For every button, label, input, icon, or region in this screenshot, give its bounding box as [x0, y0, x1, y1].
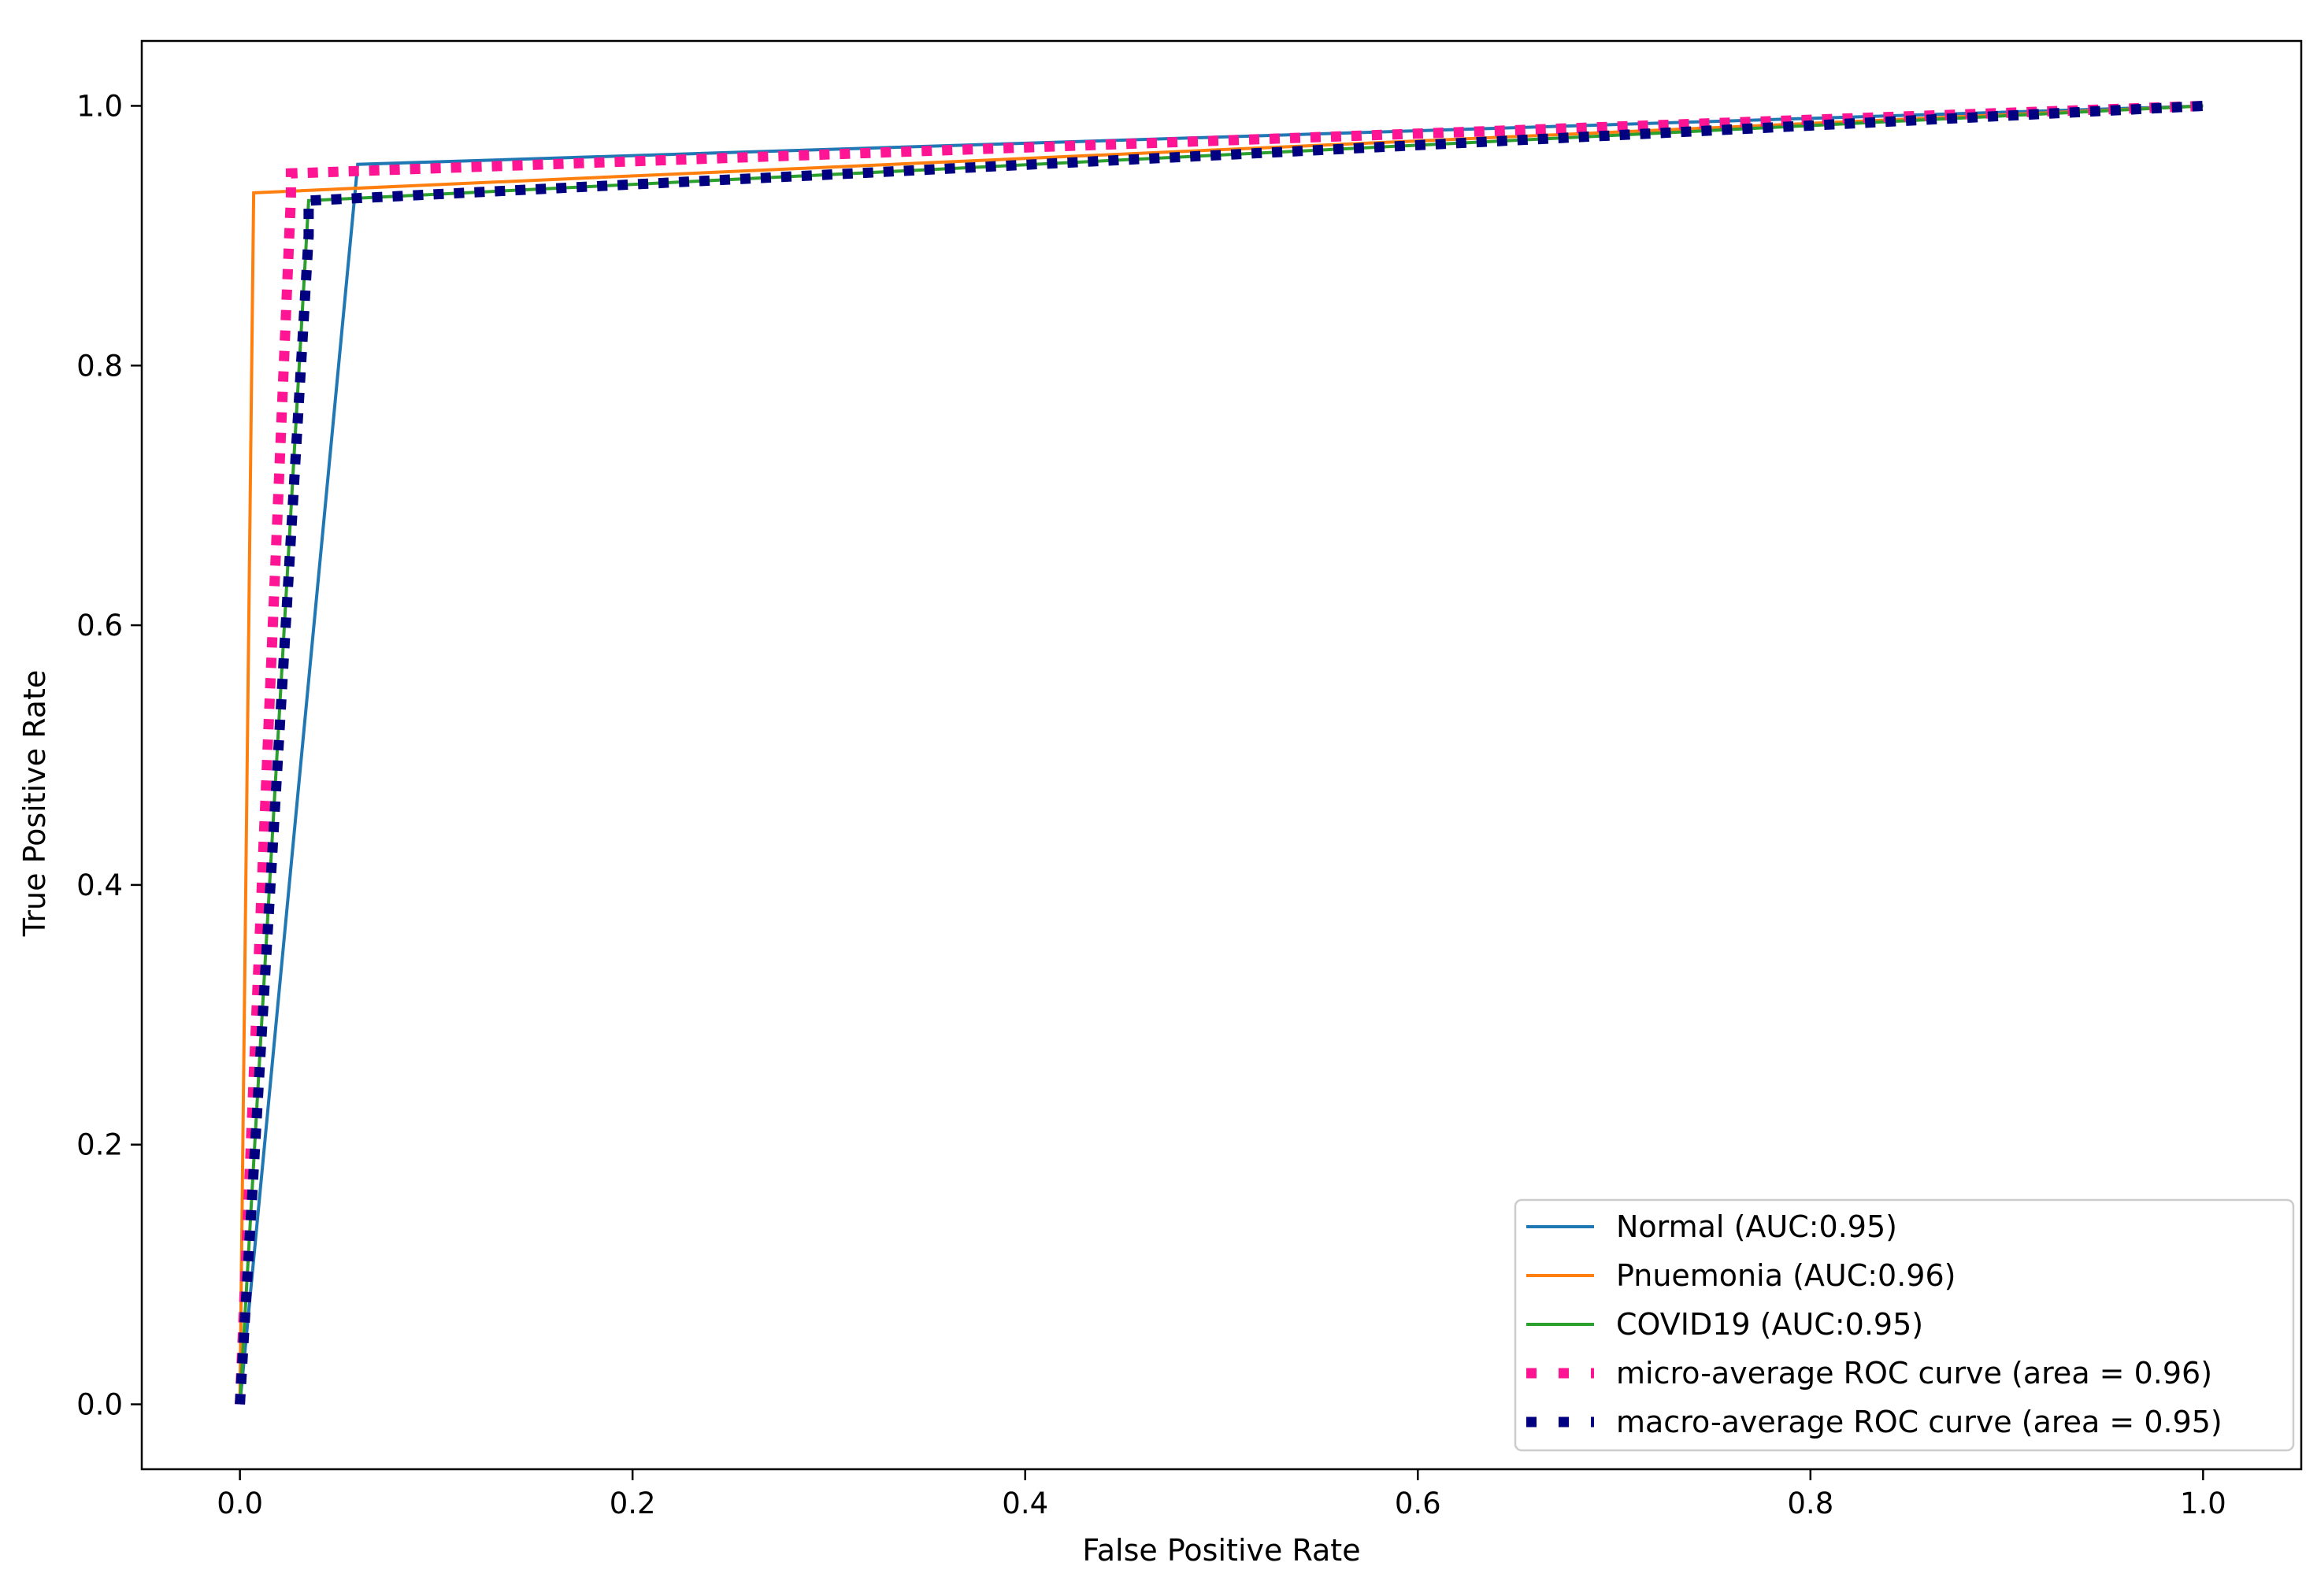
x-tick-label: 0.0	[217, 1487, 263, 1520]
legend-box	[1514, 1198, 2295, 1452]
x-tick-label: 0.6	[1395, 1487, 1441, 1520]
tick-layer: 0.0 0.2 0.4 0.6 0.8 1.0 0.0 0.2 0.4 0.6 0.8 1.0	[76, 89, 2226, 1520]
y-axis-label: True Positive Rate	[17, 670, 52, 938]
y-tick-label: 0.8	[76, 349, 123, 383]
x-tick-label: 0.8	[1787, 1487, 1833, 1520]
y-tick-label: 0.2	[76, 1128, 123, 1162]
x-tick-label: 0.4	[1002, 1487, 1048, 1520]
legend-label-2: Pnuemonia (AUC:0.96)	[1616, 1258, 1956, 1293]
legend-label-5: macro-average ROC curve (area = 0.95)	[1616, 1405, 2222, 1439]
series-line-5	[235, 101, 2204, 1405]
x-tick-label: 0.2	[610, 1487, 656, 1520]
legend-label-4: micro-average ROC curve (area = 0.96)	[1616, 1356, 2212, 1390]
plot-area: 0.0 0.2 0.4 0.6 0.8 1.0 0.0 0.2 0.4 0.6 0.8 1.0	[76, 39, 2303, 1520]
x-axis-label: False Positive Rate	[1082, 1533, 1360, 1568]
y-tick-label: 1.0	[76, 89, 123, 123]
legend-label-1: Normal (AUC:0.95)	[1616, 1209, 1897, 1244]
series-layer	[235, 101, 2204, 1405]
series-line-3	[238, 104, 2204, 1405]
x-tick-label: 1.0	[2180, 1487, 2226, 1520]
y-tick-label: 0.6	[76, 609, 123, 642]
legend: Normal (AUC:0.95) Pnuemonia (AUC:0.96) COV…	[1514, 1198, 2295, 1452]
y-tick-label: 0.0	[76, 1388, 123, 1422]
series-line-2	[238, 104, 2204, 1405]
series-line-1	[238, 104, 2204, 1405]
legend-label-3: COVID19 (AUC:0.95)	[1616, 1307, 1923, 1342]
y-tick-label: 0.4	[76, 868, 123, 902]
